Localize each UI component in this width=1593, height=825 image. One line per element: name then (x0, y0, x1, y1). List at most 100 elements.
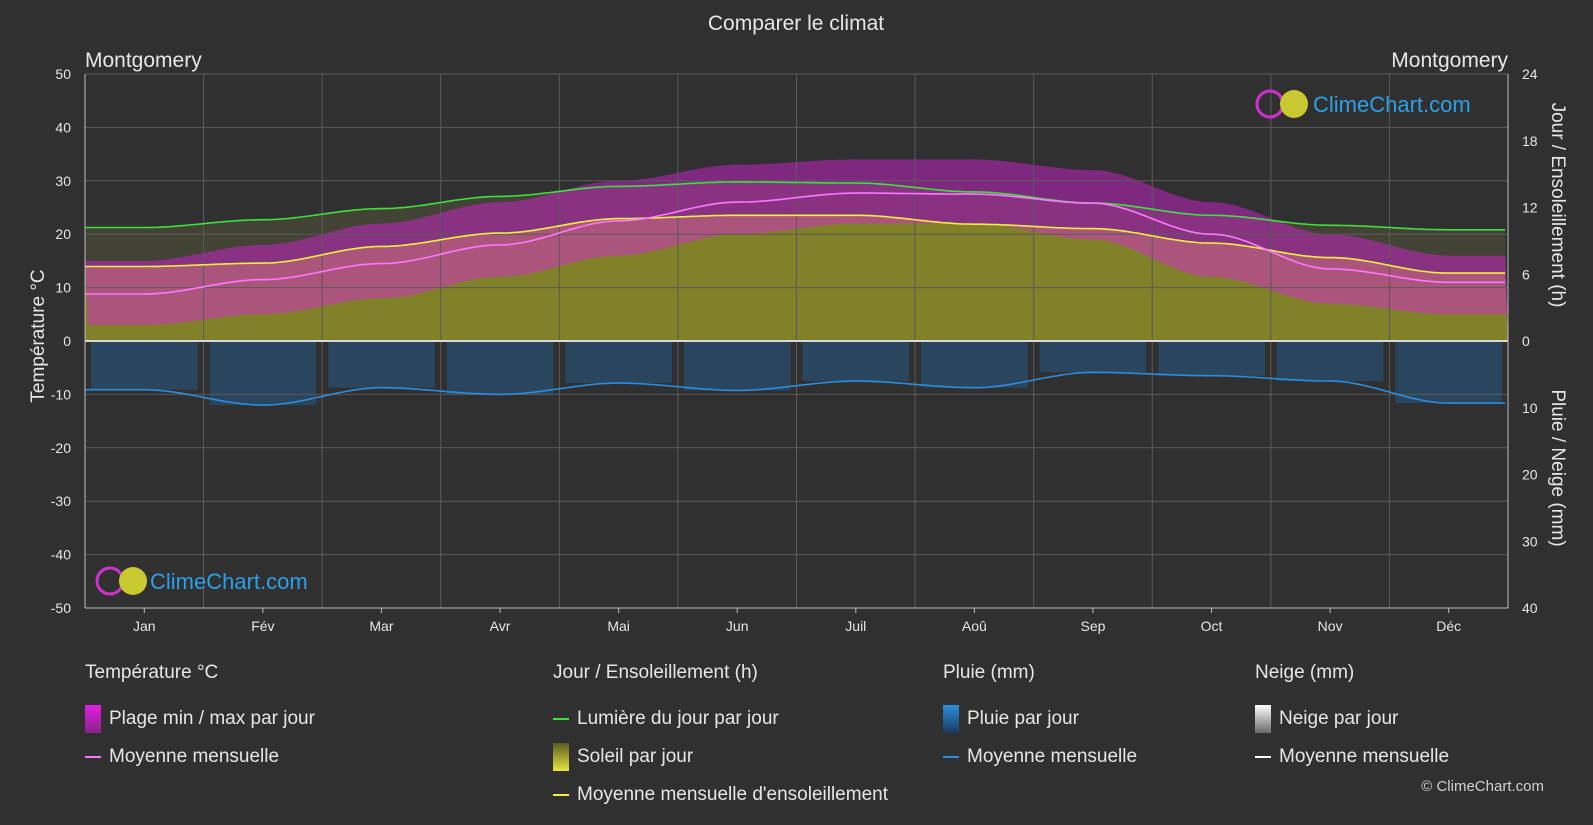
legend-heading-rain: Pluie (mm) (943, 662, 1035, 683)
logo-sun-icon (119, 567, 147, 595)
y-left-tick-label: 50 (55, 66, 71, 82)
y-left-tick-label: -10 (51, 386, 71, 402)
rain-bar (209, 341, 317, 406)
y-right-bottom-tick-label: 40 (1522, 600, 1538, 616)
legend-item-snow: Neige par jour (1255, 700, 1449, 738)
grid-layer (84, 73, 1509, 609)
snow-swatch-icon (1255, 705, 1271, 733)
rain-swatch-icon (943, 705, 959, 733)
brand-logo-top: ClimeChart.com (1255, 89, 1471, 119)
legend-item-temp-range: Plage min / max par jour (85, 700, 315, 738)
daylight-line-icon (553, 718, 569, 720)
legend-label-daylight: Lumière du jour par jour (577, 708, 779, 729)
legend-sunshine: Jour / Ensoleillement (h) Lumière du jou… (553, 662, 888, 814)
temp-range-swatch-icon (85, 705, 101, 733)
rain-bar (328, 341, 435, 388)
x-tick-label: Jan (133, 618, 156, 634)
location-right: Montgomery (1391, 49, 1508, 72)
legend-item-temp-avg: Moyenne mensuelle (85, 738, 315, 776)
y-right-bottom-tick-label: 10 (1522, 400, 1538, 416)
legend-rain: Pluie (mm) Pluie par jour Moyenne mensue… (943, 662, 1137, 776)
y-right-bottom-tick-label: 20 (1522, 467, 1538, 483)
logo-ring-icon (1255, 89, 1285, 119)
sunshine-avg-line-icon (553, 794, 569, 796)
x-tick-label: Mar (369, 618, 393, 634)
legend-label-snow: Neige par jour (1279, 708, 1399, 729)
y-right-top-tick-label: 0 (1522, 333, 1530, 349)
legend-snow: Neige (mm) Neige par jour Moyenne mensue… (1255, 662, 1449, 776)
sunshine-swatch-icon (553, 743, 569, 771)
rain-bar (683, 341, 791, 391)
x-tick-label: Mai (607, 618, 630, 634)
y-left-tick-label: -20 (51, 440, 71, 456)
y-axis-right-bottom-label: Pluie / Neige (mm) (1547, 389, 1568, 546)
legend-heading-temperature: Température °C (85, 662, 219, 683)
y-left-tick-label: 10 (55, 280, 71, 296)
legend-item-daylight: Lumière du jour par jour (553, 700, 888, 738)
y-right-top-tick-label: 18 (1522, 133, 1538, 149)
y-left-tick-label: 40 (55, 119, 71, 135)
legend-temperature: Température °C Plage min / max par jour … (85, 662, 315, 776)
y-left-tick-label: -40 (51, 547, 71, 563)
rain-bar (1039, 341, 1147, 373)
rain-bar (1158, 341, 1265, 376)
x-tick-label: Juil (845, 618, 866, 634)
copyright: © ClimeChart.com (1421, 778, 1544, 795)
legend-label-sunshine: Soleil par jour (577, 746, 694, 767)
y-axis-right-top-label: Jour / Ensoleillement (h) (1547, 103, 1568, 308)
rain-bar (802, 341, 910, 382)
legend-label-sunshine-avg: Moyenne mensuelle d'ensoleillement (577, 784, 888, 805)
temperature-avg-line (85, 192, 1505, 295)
legend-item-snow-avg: Moyenne mensuelle (1255, 738, 1449, 776)
snow-avg-line-icon (1255, 756, 1271, 758)
legend-label-rain-avg: Moyenne mensuelle (967, 746, 1138, 767)
x-tick-label: Jun (726, 618, 749, 634)
series-lines-layer (85, 181, 1505, 406)
legend-item-sunshine-avg: Moyenne mensuelle d'ensoleillement (553, 776, 888, 814)
y-right-top-tick-label: 24 (1522, 66, 1538, 82)
rain-bar (565, 341, 672, 384)
rain-bar (921, 341, 1028, 388)
x-tick-label: Nov (1318, 618, 1343, 634)
rain-bar (446, 341, 554, 395)
y-axis-left-label: Température °C (28, 269, 49, 402)
brand-text-bottom: ClimeChart.com (150, 569, 308, 594)
x-tick-label: Fév (251, 618, 274, 634)
logo-sun-icon (1280, 90, 1308, 118)
legend-heading-sunshine: Jour / Ensoleillement (h) (553, 662, 758, 683)
x-tick-label: Avr (490, 618, 511, 634)
y-left-tick-label: -30 (51, 493, 71, 509)
location-left: Montgomery (85, 49, 202, 72)
y-right-top-tick-label: 12 (1522, 200, 1538, 216)
axes-layer: 50 40 30 20 10 0 -10 -20 -30 -40 -50 24 18 12 6 0 10 20 30… (51, 66, 1538, 634)
temp-avg-line-icon (85, 756, 101, 758)
y-left-tick-label: 30 (55, 173, 71, 189)
rain-bar (91, 341, 198, 390)
x-tick-label: Oct (1201, 618, 1223, 634)
y-left-tick-label: -50 (51, 600, 71, 616)
legend-label-rain: Pluie par jour (967, 708, 1079, 729)
y-right-top-tick-label: 6 (1522, 266, 1530, 282)
brand-text-top: ClimeChart.com (1313, 92, 1471, 117)
legend-label-temp-range: Plage min / max par jour (109, 708, 315, 729)
x-tick-label: Déc (1436, 618, 1461, 634)
daylight-line (85, 181, 1505, 231)
x-tick-label: Aoû (962, 618, 987, 634)
legend-item-rain-avg: Moyenne mensuelle (943, 738, 1137, 776)
rain-avg-line (85, 371, 1505, 406)
x-tick-label: Sep (1080, 618, 1105, 634)
legend-item-sunshine: Soleil par jour (553, 738, 888, 776)
brand-logo-bottom: ClimeChart.com (95, 566, 308, 596)
rain-bar (1276, 341, 1384, 382)
rain-bar (1395, 341, 1502, 404)
y-left-tick-label: 0 (63, 333, 71, 349)
y-right-bottom-tick-label: 30 (1522, 533, 1538, 549)
legend-label-temp-avg: Moyenne mensuelle (109, 746, 280, 767)
legend-label-snow-avg: Moyenne mensuelle (1279, 746, 1450, 767)
y-left-tick-label: 20 (55, 226, 71, 242)
chart-title: Comparer le climat (708, 12, 884, 35)
legend-item-rain: Pluie par jour (943, 700, 1137, 738)
rain-avg-line-icon (943, 756, 959, 758)
legend-heading-snow: Neige (mm) (1255, 662, 1355, 683)
